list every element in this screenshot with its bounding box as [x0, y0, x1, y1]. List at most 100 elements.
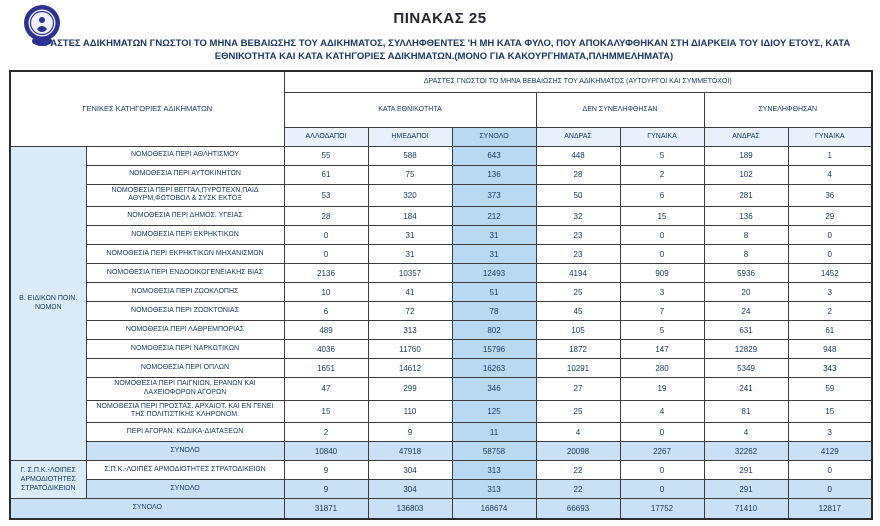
value-cell: 125	[451, 399, 537, 424]
offence-row: ΝΟΜΟΘΕΣΙΑ ΠΕΡΙ ΠΑΙΓΝΙΩΝ, ΕΡΑΝΩΝ ΚΑΙ ΛΑΧΕ…	[10, 377, 873, 401]
value-cell: 15	[787, 399, 873, 424]
value-cell: 299	[367, 377, 453, 401]
page-title: ΠΙΝΑΚΑΣ 25	[393, 10, 487, 27]
value-cell: 28	[283, 206, 369, 227]
value-cell: 909	[619, 263, 705, 284]
header-col-men-not-arrested: ΑΝΔΡΑΣ	[535, 126, 621, 147]
offence-row: ΝΟΜΟΘΕΣΙΑ ΠΕΡΙ ΕΝΔΟΟΙΚΟΓΕΝΕΙΑΚΗΣ ΒΙΑΣ 213…	[10, 263, 873, 284]
value-cell: 10	[283, 282, 369, 303]
value-cell: 643	[451, 145, 537, 166]
value-cell: 75	[367, 164, 453, 185]
subtotal-value-cell: 58758	[451, 441, 537, 462]
value-cell: 2	[283, 422, 369, 443]
value-cell: 55	[283, 145, 369, 166]
value-cell: 28	[535, 164, 621, 185]
value-cell: 78	[451, 301, 537, 322]
offence-label-cell: ΝΟΜΟΘΕΣΙΑ ΠΕΡΙ ΑΘΛΗΤΙΣΜΟΥ	[85, 145, 285, 166]
value-cell: 281	[703, 183, 789, 208]
offence-row: Β. ΕΙΔΙΚΩΝ ΠΟΙΝ. ΝΟΜΩΝ ΝΟΜΟΘΕΣΙΑ ΠΕΡΙ ΑΘΛ…	[9, 145, 873, 462]
offence-row: ΝΟΜΟΘΕΣΙΑ ΠΕΡΙ ΔΗΜΟΣ. ΥΓΕΙΑΣ 28 184 212 32 15…	[10, 206, 873, 227]
grand-total-value-cell: 136803	[367, 498, 453, 520]
value-cell: 5936	[703, 263, 789, 284]
value-cell: 280	[619, 358, 705, 379]
value-cell: 184	[367, 206, 453, 227]
value-cell: 136	[451, 164, 537, 185]
value-cell: 0	[283, 225, 369, 246]
value-cell: 11	[451, 422, 537, 443]
header-perpetrators-span: ΔΡΑΣΤΕΣ ΓΝΩΣΤΟΙ ΤΟ ΜΗΝΑ ΒΕΒΑΙΩΣΗΣ ΤΟΥ ΑΔ…	[283, 70, 873, 93]
grand-total-label-cell: ΣΥΝΟΛΟ	[9, 498, 285, 520]
value-cell: 45	[535, 301, 621, 322]
subtotal-value-cell: 0	[619, 479, 705, 500]
offence-label-cell: ΝΟΜΟΘΕΣΙΑ ΠΕΡΙ ΠΡΟΣΤΑΣ. ΑΡΧΑΙΟΤ. ΚΑΙ ΕΝ …	[85, 399, 285, 424]
subtotal-value-cell: 4129	[787, 441, 873, 462]
value-cell: 313	[367, 320, 453, 341]
value-cell: 0	[787, 460, 873, 481]
value-cell: 27	[535, 377, 621, 401]
value-cell: 0	[283, 244, 369, 265]
grand-total-value-cell: 31871	[283, 498, 369, 520]
value-cell: 10357	[367, 263, 453, 284]
grand-total-value-cell: 66693	[535, 498, 621, 520]
value-cell: 2136	[283, 263, 369, 284]
offence-label-cell: ΝΟΜΟΘΕΣΙΑ ΠΕΡΙ ΛΑΘΡΕΜΠΟΡΙΑΣ	[85, 320, 285, 341]
value-cell: 0	[787, 225, 873, 246]
value-cell: 25	[535, 399, 621, 424]
value-cell: 31	[451, 244, 537, 265]
value-cell: 61	[283, 164, 369, 185]
offence-row: ΝΟΜΟΘΕΣΙΑ ΠΕΡΙ ΝΑΡΚΩΤΙΚΩΝ 4036 11760 15796 1…	[10, 339, 873, 360]
value-cell: 47	[283, 377, 369, 401]
value-cell: 136	[703, 206, 789, 227]
value-cell: 9	[367, 422, 453, 443]
value-cell: 61	[787, 320, 873, 341]
value-cell: 41	[367, 282, 453, 303]
offence-row: ΝΟΜΟΘΕΣΙΑ ΠΕΡΙ ΟΠΛΩΝ 1651 14612 16263 10291 2…	[10, 358, 873, 379]
header-col-men-arrested: ΑΝΔΡΑΣ	[703, 126, 789, 147]
value-cell: 23	[535, 225, 621, 246]
value-cell: 4036	[283, 339, 369, 360]
subtotal-value-cell: 22	[535, 479, 621, 500]
value-cell: 304	[367, 460, 453, 481]
table-body: Β. ΕΙΔΙΚΩΝ ΠΟΙΝ. ΝΟΜΩΝ ΝΟΜΟΘΕΣΙΑ ΠΕΡΙ ΑΘΛ…	[9, 145, 873, 520]
value-cell: 343	[787, 358, 873, 379]
grand-total-value-cell: 17752	[619, 498, 705, 520]
subtotal-value-cell: 47918	[367, 441, 453, 462]
value-cell: 10291	[535, 358, 621, 379]
value-cell: 20	[703, 282, 789, 303]
offence-row: ΠΕΡΙ ΑΓΟΡΑΝ. ΚΩΔΙΚΑ-ΔΙΑΤΑΞΕΩΝ 2 9 11 4 0 4 3	[10, 422, 873, 443]
group-label-cell: Γ. Σ.Π.Κ.-ΛΟΙΠΕΣ ΑΡΜΟΔΙΟΤΗΤΕΣ ΣΤΡΑΤΟΔΙΚΕ…	[9, 460, 87, 500]
value-cell: 59	[787, 377, 873, 401]
value-cell: 8	[703, 225, 789, 246]
subtotal-value-cell: 291	[703, 479, 789, 500]
offence-label-cell: ΝΟΜΟΘΕΣΙΑ ΠΕΡΙ ΖΩΟΚΤΟΝΙΑΣ	[85, 301, 285, 322]
value-cell: 31	[367, 244, 453, 265]
header-col-total: ΣΥΝΟΛΟ	[451, 126, 537, 147]
grand-total-row: ΣΥΝΟΛΟ 31871 136803 168674 66693 17752 71410 12…	[9, 498, 873, 520]
value-cell: 6	[619, 183, 705, 208]
header-not-arrested: ΔΕΝ ΣΥΝΕΛΗΦΘΗΣΑΝ	[535, 91, 705, 128]
value-cell: 4	[535, 422, 621, 443]
value-cell: 2	[787, 301, 873, 322]
value-cell: 241	[703, 377, 789, 401]
offence-label-cell: ΝΟΜΟΘΕΣΙΑ ΠΕΡΙ ΝΑΡΚΩΤΙΚΩΝ	[85, 339, 285, 360]
offence-label-cell: ΝΟΜΟΘΕΣΙΑ ΠΕΡΙ ΖΩΟΚΛΟΠΗΣ	[85, 282, 285, 303]
value-cell: 448	[535, 145, 621, 166]
value-cell: 5	[619, 320, 705, 341]
offence-label-cell: ΝΟΜΟΘΕΣΙΑ ΠΕΡΙ ΟΠΛΩΝ	[85, 358, 285, 379]
subtotal-row: ΣΥΝΟΛΟ 9 304 313 22 0 291 0	[10, 479, 873, 500]
value-cell: 346	[451, 377, 537, 401]
value-cell: 110	[367, 399, 453, 424]
offence-row: ΝΟΜΟΘΕΣΙΑ ΠΕΡΙ ΛΑΘΡΕΜΠΟΡΙΑΣ 489 313 802 105 5…	[10, 320, 873, 341]
value-cell: 588	[367, 145, 453, 166]
value-cell: 25	[535, 282, 621, 303]
value-cell: 373	[451, 183, 537, 208]
value-cell: 2	[619, 164, 705, 185]
offence-row: ΝΟΜΟΘΕΣΙΑ ΠΕΡΙ ΠΡΟΣΤΑΣ. ΑΡΧΑΙΟΤ. ΚΑΙ ΕΝ …	[10, 399, 873, 424]
value-cell: 8	[703, 244, 789, 265]
table-header: ΓΕΝΙΚΕΣ ΚΑΤΗΓΟΡΙΕΣ ΑΔΙΚΗΜΑΤΩΝ ΔΡΑΣΤΕΣ ΓΝ…	[9, 70, 873, 147]
header-col-women-not-arrested: ΓΥΝΑΙΚΑ	[619, 126, 705, 147]
value-cell: 29	[787, 206, 873, 227]
subtotal-value-cell: 20098	[535, 441, 621, 462]
value-cell: 81	[703, 399, 789, 424]
offence-row: ΝΟΜΟΘΕΣΙΑ ΠΕΡΙ ΖΩΟΚΛΟΠΗΣ 10 41 51 25 3 20 3	[10, 282, 873, 303]
